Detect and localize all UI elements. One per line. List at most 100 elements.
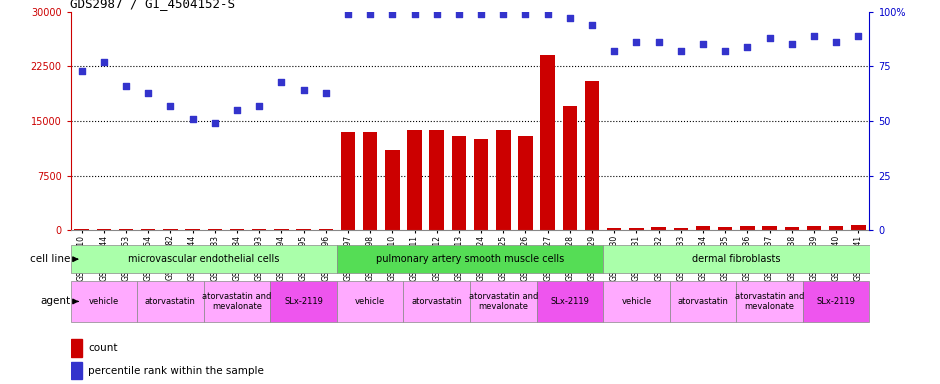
Text: pulmonary artery smooth muscle cells: pulmonary artery smooth muscle cells xyxy=(376,254,564,264)
Bar xyxy=(603,245,870,273)
Text: percentile rank within the sample: percentile rank within the sample xyxy=(88,366,264,376)
Point xyxy=(118,83,133,89)
Bar xyxy=(430,130,444,230)
Text: atorvastatin and
mevalonate: atorvastatin and mevalonate xyxy=(469,292,538,311)
Point xyxy=(296,87,311,93)
Point xyxy=(74,68,89,74)
Bar xyxy=(470,281,537,322)
Point xyxy=(384,11,400,17)
Point xyxy=(185,116,200,122)
Bar xyxy=(296,229,311,230)
Point xyxy=(207,120,222,126)
Point xyxy=(585,22,600,28)
Bar xyxy=(70,339,82,356)
Point xyxy=(851,33,866,39)
Point xyxy=(762,35,777,41)
Bar xyxy=(762,226,776,230)
Text: vehicle: vehicle xyxy=(621,297,651,306)
Point xyxy=(96,59,111,65)
Bar xyxy=(70,362,82,379)
Text: atorvastatin: atorvastatin xyxy=(145,297,196,306)
Point xyxy=(784,41,799,47)
Point xyxy=(740,43,755,50)
Bar xyxy=(403,281,470,322)
Point xyxy=(673,48,688,54)
Bar xyxy=(651,227,666,230)
Bar xyxy=(337,245,603,273)
Point xyxy=(141,89,156,96)
Bar xyxy=(97,229,111,230)
Point xyxy=(718,48,733,54)
Bar xyxy=(537,281,603,322)
Point xyxy=(229,107,244,113)
Bar xyxy=(204,281,271,322)
Bar xyxy=(363,132,377,230)
Bar xyxy=(271,281,337,322)
Bar xyxy=(669,281,736,322)
Bar xyxy=(829,226,843,230)
Point xyxy=(451,11,466,17)
Bar xyxy=(540,55,555,230)
Bar xyxy=(736,281,803,322)
Bar xyxy=(229,229,244,230)
Text: SLx-2119: SLx-2119 xyxy=(551,297,589,306)
Bar xyxy=(340,132,355,230)
Bar xyxy=(164,229,178,230)
Text: atorvastatin and
mevalonate: atorvastatin and mevalonate xyxy=(735,292,805,311)
Bar xyxy=(803,281,870,322)
Bar xyxy=(407,130,422,230)
Text: atorvastatin: atorvastatin xyxy=(412,297,462,306)
Point xyxy=(696,41,711,47)
Bar xyxy=(252,229,266,230)
Text: vehicle: vehicle xyxy=(88,297,119,306)
Point xyxy=(562,15,577,21)
Point xyxy=(829,39,844,45)
Bar xyxy=(496,130,510,230)
Text: SLx-2119: SLx-2119 xyxy=(817,297,855,306)
Bar xyxy=(208,229,222,230)
Bar xyxy=(563,106,577,230)
Point xyxy=(407,11,422,17)
Bar xyxy=(70,281,137,322)
Bar xyxy=(185,229,200,230)
Point xyxy=(518,11,533,17)
Bar xyxy=(74,229,88,230)
Bar xyxy=(740,226,755,230)
Bar xyxy=(696,226,711,230)
Bar xyxy=(337,281,403,322)
Text: atorvastatin: atorvastatin xyxy=(678,297,728,306)
Bar xyxy=(807,226,822,230)
Bar xyxy=(518,136,533,230)
Text: count: count xyxy=(88,343,118,353)
Bar xyxy=(474,139,488,230)
Bar xyxy=(585,81,600,230)
Bar xyxy=(274,229,289,230)
Point xyxy=(629,39,644,45)
Bar xyxy=(70,245,337,273)
Bar xyxy=(852,225,866,230)
Text: atorvastatin and
mevalonate: atorvastatin and mevalonate xyxy=(202,292,272,311)
Bar xyxy=(452,136,466,230)
Text: cell line: cell line xyxy=(30,254,70,264)
Text: SLx-2119: SLx-2119 xyxy=(284,297,323,306)
Point xyxy=(606,48,621,54)
Point xyxy=(807,33,822,39)
Point xyxy=(495,11,510,17)
Bar xyxy=(629,228,644,230)
Point xyxy=(319,89,334,96)
Point xyxy=(340,11,355,17)
Text: GDS2987 / GI_4504152-S: GDS2987 / GI_4504152-S xyxy=(70,0,236,10)
Bar xyxy=(385,150,400,230)
Point xyxy=(163,103,178,109)
Bar xyxy=(718,227,732,230)
Bar xyxy=(603,281,670,322)
Text: dermal fibroblasts: dermal fibroblasts xyxy=(692,254,780,264)
Point xyxy=(274,78,289,84)
Bar xyxy=(118,229,133,230)
Bar xyxy=(137,281,204,322)
Point xyxy=(651,39,666,45)
Text: vehicle: vehicle xyxy=(355,297,385,306)
Text: agent: agent xyxy=(40,296,70,306)
Bar xyxy=(319,229,333,230)
Bar xyxy=(674,228,688,230)
